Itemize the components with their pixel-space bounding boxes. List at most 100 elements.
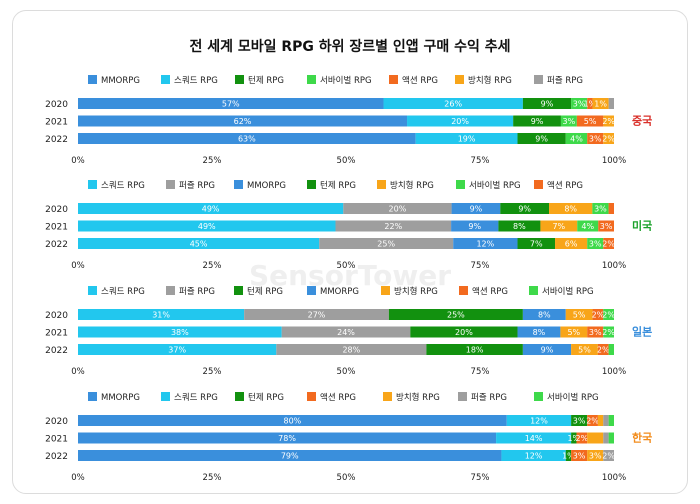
legend-swatch <box>381 286 390 295</box>
bar-segment <box>608 344 614 355</box>
legend-label: 스쿼드 RPG <box>174 392 218 403</box>
legend-label: 액션 RPG <box>472 286 508 297</box>
data-label: 4% <box>570 135 583 144</box>
bar-segment <box>560 115 577 127</box>
legend-swatch <box>166 180 175 189</box>
region-label: 한국 <box>632 431 652 445</box>
data-label: 49% <box>198 222 216 231</box>
legend-label: 방치형 RPG <box>396 392 440 403</box>
legend-label: 스쿼드 RPG <box>101 180 145 191</box>
legend-swatch <box>529 286 538 295</box>
x-tick-label: 50% <box>337 156 356 166</box>
data-label: 2% <box>597 346 610 355</box>
data-label: 3% <box>573 100 586 109</box>
legend-swatch <box>458 392 467 401</box>
bar-segment <box>506 415 572 426</box>
data-label: 19% <box>458 135 476 144</box>
bar-segment <box>500 203 550 214</box>
data-label: 8% <box>533 328 546 337</box>
legend-swatch <box>455 75 464 84</box>
data-label: 3% <box>589 328 602 337</box>
bar-segment <box>576 115 604 127</box>
data-label: 8% <box>513 222 526 231</box>
bar-segment <box>549 203 593 214</box>
data-label: 5% <box>578 346 591 355</box>
bar-segment <box>577 220 599 232</box>
data-label: 80% <box>284 417 302 426</box>
bar-segment <box>603 309 614 320</box>
x-tick-label: 25% <box>203 367 222 377</box>
legend-swatch <box>161 75 170 84</box>
x-tick-label: 75% <box>471 367 490 377</box>
legend-swatch <box>235 392 244 401</box>
legend-label: 방치형 RPG <box>390 180 434 191</box>
data-label: 25% <box>447 311 465 320</box>
x-tick-label: 75% <box>471 156 490 166</box>
legend-label: 서바이벌 RPG <box>469 180 521 191</box>
legend-label: 퍼즐 RPG <box>179 181 215 191</box>
x-tick-label: 75% <box>471 261 490 271</box>
data-label: 2% <box>602 452 615 461</box>
legend-swatch <box>234 286 243 295</box>
data-label: 12% <box>476 240 494 249</box>
data-label: 1% <box>584 100 597 109</box>
year-label: 2020 <box>45 311 68 321</box>
bar-segment <box>560 326 588 338</box>
bar-segment <box>244 309 389 320</box>
legend-swatch <box>534 392 543 401</box>
bar-segment <box>78 133 416 144</box>
legend-swatch <box>88 180 97 189</box>
bar-segment <box>608 415 614 426</box>
bar-segment <box>78 415 507 426</box>
legend-swatch <box>234 180 243 189</box>
year-label: 2020 <box>45 100 68 110</box>
data-label: 3% <box>589 452 602 461</box>
data-label: 25% <box>377 240 395 249</box>
bar-segment <box>592 98 609 109</box>
bar-segment <box>587 450 604 461</box>
data-label: 5% <box>573 311 586 320</box>
bar-segment <box>603 326 614 338</box>
chart-title: 전 세계 모바일 RPG 하위 장르별 인앱 구매 수익 추세 <box>189 39 511 55</box>
data-label: 27% <box>308 311 326 320</box>
data-label: 7% <box>552 222 565 231</box>
bar-segment <box>608 432 614 444</box>
bar-segment <box>517 326 561 338</box>
data-label: 63% <box>238 135 256 144</box>
data-label: 49% <box>202 205 220 214</box>
bar-segment <box>78 238 320 249</box>
bar-segment <box>587 238 604 249</box>
data-label: 26% <box>444 100 462 109</box>
legend-label: 액션 RPG <box>320 392 356 403</box>
bar-segment <box>598 220 614 232</box>
data-label: 2% <box>602 117 615 126</box>
bar-segment <box>571 98 588 109</box>
bar-segment <box>78 326 282 338</box>
data-label: 20% <box>389 205 407 214</box>
legend-label: 서바이벌 RPG <box>547 392 599 403</box>
data-label: 1% <box>594 100 607 109</box>
bar-segment <box>587 98 593 109</box>
watermark-text: SensorTower <box>249 259 451 292</box>
legend-label: 방치형 RPG <box>394 286 438 297</box>
bar-segment <box>603 133 614 144</box>
data-label: 3% <box>573 452 586 461</box>
bar-segment <box>498 220 541 232</box>
year-label: 2020 <box>45 205 68 215</box>
year-label: 2022 <box>45 346 68 356</box>
bar-segment <box>587 415 598 426</box>
bar-segment <box>78 450 502 461</box>
data-label: 79% <box>281 452 299 461</box>
data-label: 9% <box>535 135 548 144</box>
bar-segment <box>565 450 572 461</box>
data-label: 3% <box>589 240 602 249</box>
bar-segment <box>608 203 614 214</box>
data-label: 3% <box>600 222 613 231</box>
legend-label: MMORPG <box>247 181 286 191</box>
x-tick-label: 0% <box>71 473 85 483</box>
bar-segment <box>603 238 614 249</box>
bar-segment <box>388 309 523 320</box>
data-label: 12% <box>525 452 543 461</box>
bar-segment <box>608 98 614 109</box>
